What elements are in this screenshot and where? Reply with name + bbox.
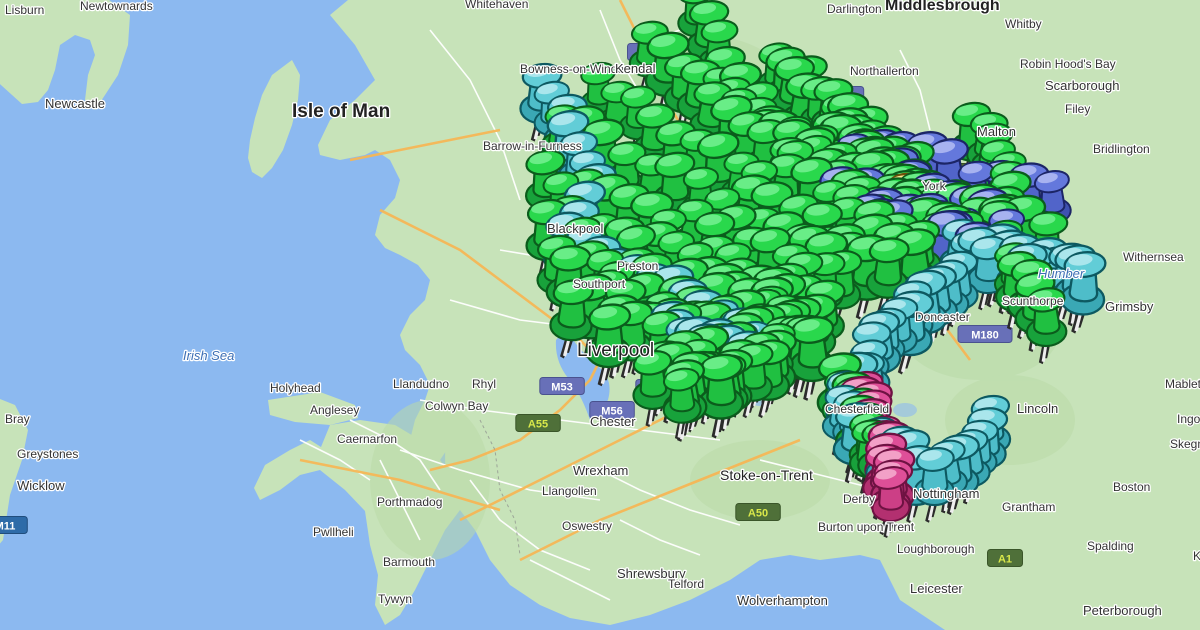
svg-text:Kendal: Kendal: [615, 61, 656, 76]
svg-text:Blackpool: Blackpool: [547, 221, 603, 236]
svg-text:Lincoln: Lincoln: [1017, 401, 1058, 416]
svg-text:Chesterfield: Chesterfield: [825, 402, 889, 416]
svg-text:Ingoldmells: Ingoldmells: [1177, 412, 1200, 426]
svg-text:Grantham: Grantham: [1002, 500, 1055, 514]
svg-text:Oswestry: Oswestry: [562, 519, 612, 533]
svg-text:Lisburn: Lisburn: [5, 3, 44, 17]
svg-text:Boston: Boston: [1113, 480, 1150, 494]
svg-text:Darlington: Darlington: [827, 2, 882, 16]
svg-text:Newcastle: Newcastle: [45, 96, 105, 111]
svg-text:Wrexham: Wrexham: [573, 463, 628, 478]
svg-text:Bridlington: Bridlington: [1093, 142, 1150, 156]
svg-text:Wolverhampton: Wolverhampton: [737, 593, 828, 608]
svg-text:M180: M180: [971, 330, 999, 342]
svg-text:Stoke-on-Trent: Stoke-on-Trent: [720, 467, 813, 483]
svg-text:M11: M11: [0, 521, 15, 533]
svg-text:York: York: [922, 179, 947, 193]
svg-text:Filey: Filey: [1065, 102, 1090, 116]
svg-text:Greystones: Greystones: [17, 447, 78, 461]
svg-text:Withernsea: Withernsea: [1123, 250, 1184, 264]
svg-text:Rhyl: Rhyl: [472, 377, 496, 391]
svg-text:Skegness: Skegness: [1170, 437, 1200, 451]
svg-text:King's Lynn: King's Lynn: [1193, 549, 1200, 563]
svg-text:Irish Sea: Irish Sea: [183, 348, 234, 363]
svg-text:Nottingham: Nottingham: [913, 486, 979, 501]
svg-text:Leicester: Leicester: [910, 581, 963, 596]
svg-text:Loughborough: Loughborough: [897, 542, 974, 556]
svg-text:Whitby: Whitby: [1005, 17, 1042, 31]
svg-text:Malton: Malton: [977, 124, 1016, 139]
svg-text:Newtownards: Newtownards: [80, 0, 153, 13]
svg-text:Whitehaven: Whitehaven: [465, 0, 528, 11]
svg-text:Northallerton: Northallerton: [850, 64, 919, 78]
svg-text:Liverpool: Liverpool: [577, 340, 654, 361]
svg-text:Mablethorpe: Mablethorpe: [1165, 377, 1200, 391]
svg-text:Humber: Humber: [1038, 266, 1085, 281]
svg-text:A55: A55: [528, 419, 548, 431]
svg-text:Grimsby: Grimsby: [1105, 299, 1154, 314]
svg-text:Telford: Telford: [668, 577, 704, 591]
svg-text:Middlesbrough: Middlesbrough: [885, 0, 1000, 14]
svg-text:Caernarfon: Caernarfon: [337, 432, 397, 446]
svg-text:Bray: Bray: [5, 412, 30, 426]
svg-text:Barrow-in-Furness: Barrow-in-Furness: [483, 139, 582, 153]
svg-text:Llandudno: Llandudno: [393, 377, 449, 391]
svg-text:Wicklow: Wicklow: [17, 478, 65, 493]
svg-text:Porthmadog: Porthmadog: [377, 495, 442, 509]
svg-text:Spalding: Spalding: [1087, 539, 1134, 553]
svg-text:Pwllheli: Pwllheli: [313, 525, 354, 539]
svg-text:Peterborough: Peterborough: [1083, 603, 1162, 618]
svg-text:Scarborough: Scarborough: [1045, 78, 1119, 93]
svg-text:Doncaster: Doncaster: [915, 310, 970, 324]
svg-text:Llangollen: Llangollen: [542, 484, 597, 498]
svg-text:Colwyn Bay: Colwyn Bay: [425, 399, 488, 413]
svg-text:Isle of Man: Isle of Man: [292, 101, 390, 122]
svg-text:Anglesey: Anglesey: [310, 403, 359, 417]
svg-text:Tywyn: Tywyn: [378, 592, 412, 606]
svg-text:A1: A1: [998, 554, 1012, 566]
svg-text:Holyhead: Holyhead: [270, 381, 321, 395]
svg-text:Chester: Chester: [590, 414, 636, 429]
svg-text:Southport: Southport: [573, 277, 626, 291]
svg-text:Burton upon Trent: Burton upon Trent: [818, 520, 915, 534]
svg-text:Robin Hood's Bay: Robin Hood's Bay: [1020, 57, 1116, 71]
svg-text:Barmouth: Barmouth: [383, 555, 435, 569]
svg-text:A50: A50: [748, 508, 768, 520]
svg-text:Derby: Derby: [843, 492, 875, 506]
svg-text:M53: M53: [551, 382, 572, 394]
svg-text:Preston: Preston: [617, 259, 658, 273]
svg-text:Scunthorpe: Scunthorpe: [1002, 294, 1064, 308]
